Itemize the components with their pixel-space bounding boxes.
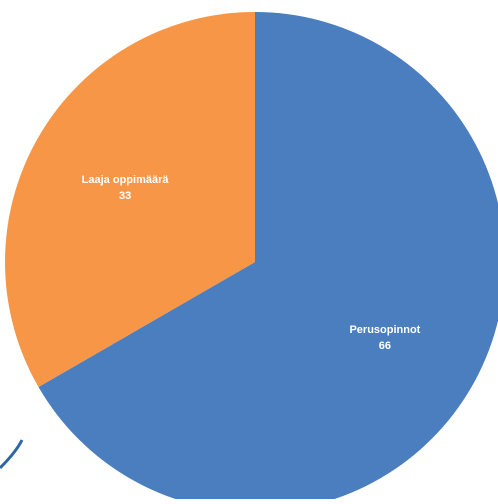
slices-layer	[4, 12, 498, 504]
slice-value-label: 66	[379, 340, 391, 352]
background-pie-edge	[0, 439, 24, 470]
slice-label: Laaja oppimäärä	[82, 174, 170, 186]
pie-slice-laaja-oppim-r-	[4, 12, 255, 387]
slice-value-label: 33	[119, 190, 131, 202]
pie-slice-perusopinnot	[38, 12, 498, 504]
data-labels-layer: Perusopinnot 66 Laaja oppimäärä 33	[82, 174, 421, 352]
slice-label: Perusopinnot	[349, 324, 420, 336]
